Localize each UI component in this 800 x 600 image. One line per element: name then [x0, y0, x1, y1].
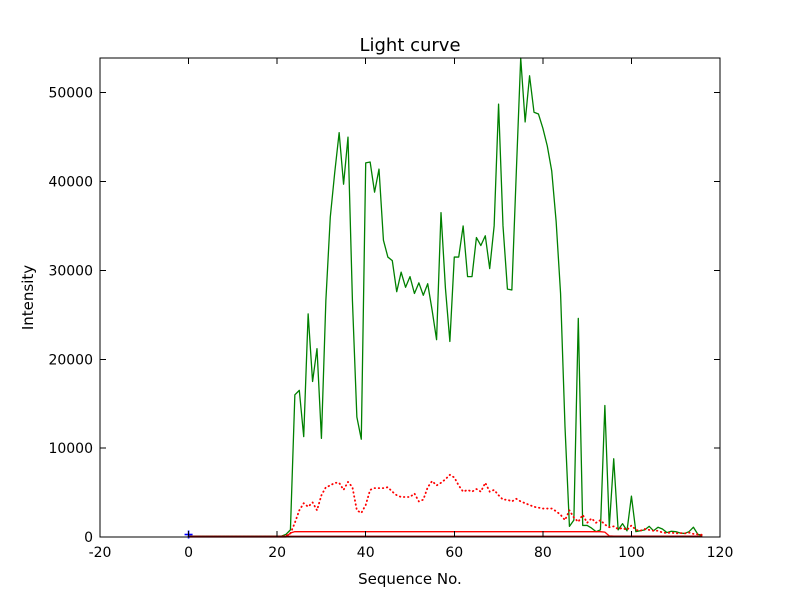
x-tick-label: 0 — [184, 545, 193, 561]
y-tick-label: 50000 — [48, 86, 93, 102]
x-tick-label: 80 — [534, 545, 552, 561]
y-tick-label: 0 — [84, 530, 93, 546]
x-tick-label: 20 — [268, 545, 286, 561]
y-tick-label: 40000 — [48, 175, 93, 191]
y-tick-label: 10000 — [48, 441, 93, 457]
y-axis-label: Intensity — [19, 265, 37, 330]
chart-title: Light curve — [359, 35, 460, 56]
x-tick-label: 120 — [707, 545, 734, 561]
plot-area-border — [99, 57, 721, 538]
y-tick-label: 20000 — [48, 352, 93, 368]
x-tick-label: -20 — [89, 545, 112, 561]
x-tick-labels: -20 0 20 40 60 80 100 120 — [89, 545, 734, 561]
data-series — [184, 57, 704, 539]
x-tick-label: 60 — [445, 545, 463, 561]
y-tick-label: 30000 — [48, 263, 93, 279]
x-axis-label: Sequence No. — [358, 570, 462, 588]
axis-ticks — [99, 58, 721, 538]
x-tick-label: 100 — [618, 545, 645, 561]
y-tick-labels: 0 10000 20000 30000 40000 50000 — [48, 86, 93, 546]
x-tick-label: 40 — [357, 545, 375, 561]
intensity-main-green — [188, 57, 703, 537]
